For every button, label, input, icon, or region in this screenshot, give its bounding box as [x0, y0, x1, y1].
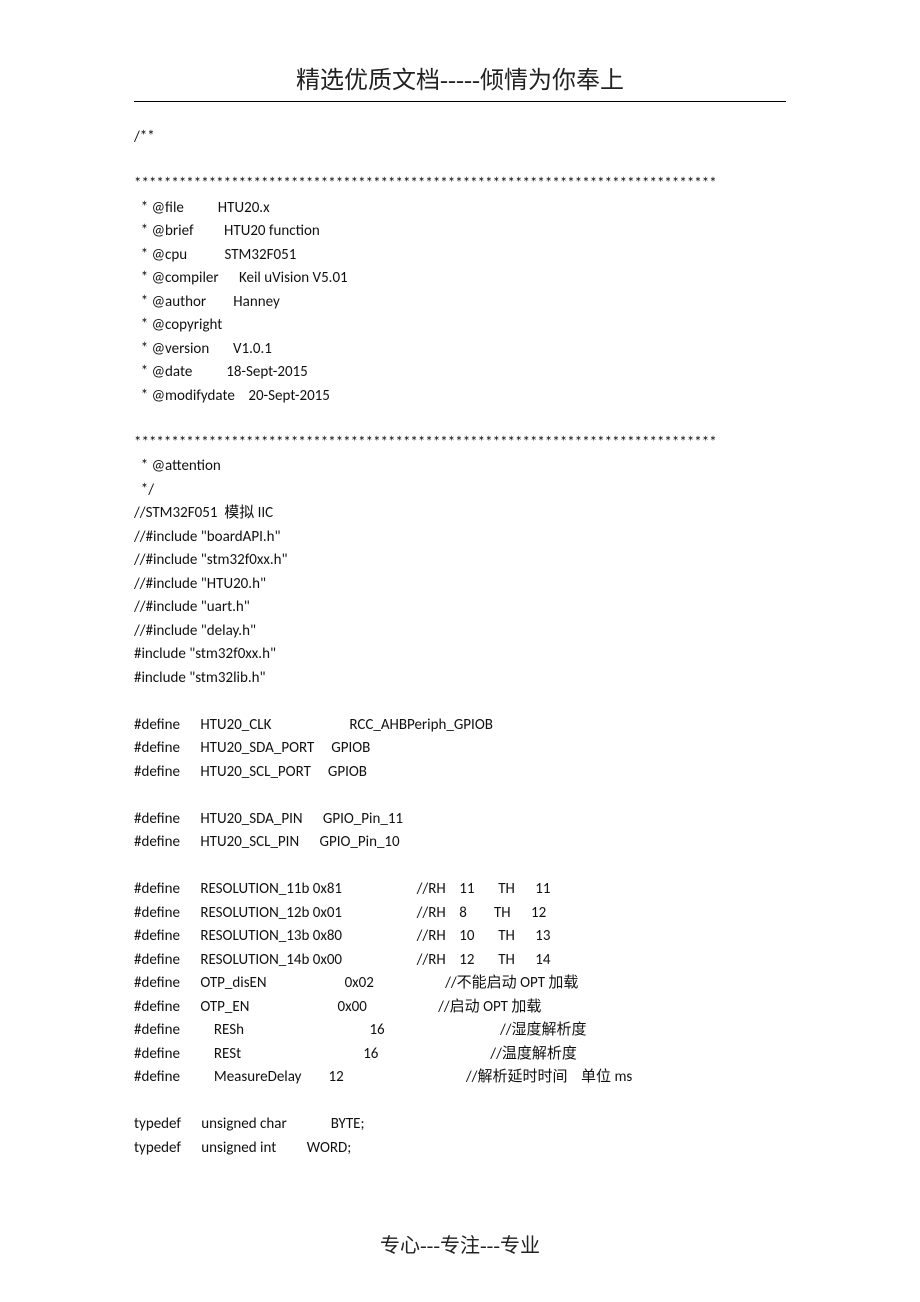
code-line: #define HTU20_SDA_PIN GPIO_Pin_11 — [134, 810, 403, 828]
code-line: #define RESOLUTION_12b 0x01 //RH 8 TH 12 — [134, 904, 546, 922]
code-line: * @attention — [134, 457, 221, 475]
code-line: //STM32F051 模拟 IIC — [134, 504, 273, 522]
code-line: ****************************************… — [134, 434, 717, 452]
code-line: * @date 18-Sept-2015 — [134, 363, 308, 381]
code-block: /** ************************************… — [134, 126, 786, 1160]
code-line: #define HTU20_CLK RCC_AHBPeriph_GPIOB — [134, 716, 493, 734]
code-frag-cjk: 加载 — [511, 999, 541, 1015]
code-line: #define MeasureDelay 12 //解析延时时间 单位 ms — [134, 1068, 632, 1086]
code-line: * @modifydate 20-Sept-2015 — [134, 387, 330, 405]
code-line: * @author Hanney — [134, 293, 280, 311]
code-frag: #define RESt 16 // — [134, 1045, 502, 1063]
code-line: * @file HTU20.x — [134, 199, 270, 217]
code-line: //#include "uart.h" — [134, 598, 250, 616]
code-frag-cjk: 不能启动 — [457, 975, 517, 991]
code-frag-cjk: 湿度解析度 — [512, 1022, 587, 1038]
code-line: #define HTU20_SCL_PORT GPIOB — [134, 763, 367, 781]
code-frag-cjk: 解析延时时间 — [477, 1069, 567, 1085]
code-line: #define RESOLUTION_14b 0x00 //RH 12 TH 1… — [134, 951, 550, 969]
code-line: //#include "HTU20.h" — [134, 575, 266, 593]
code-frag: OPT — [480, 998, 512, 1016]
code-frag: #define OTP_EN 0x00 // — [134, 998, 450, 1016]
code-line: * @brief HTU20 function — [134, 222, 320, 240]
code-line: * @copyright — [134, 316, 222, 334]
code-frag: IIC — [254, 504, 273, 522]
code-line: #define RESOLUTION_11b 0x81 //RH 11 TH 1… — [134, 880, 550, 898]
code-frag: #define MeasureDelay 12 // — [134, 1068, 477, 1086]
code-line: typedef unsigned char BYTE; — [134, 1115, 364, 1133]
code-line: typedef unsigned int WORD; — [134, 1139, 351, 1157]
code-line: #define OTP_disEN 0x02 //不能启动 OPT 加载 — [134, 974, 578, 992]
code-line: /** — [134, 128, 155, 146]
document-page: 精选优质文档-----倾情为你奉上 /** ******************… — [0, 0, 920, 1302]
code-line: #define RESOLUTION_13b 0x80 //RH 10 TH 1… — [134, 927, 550, 945]
header-rule — [134, 101, 786, 102]
code-frag-cjk: 加载 — [548, 975, 578, 991]
code-frag: ms — [611, 1068, 632, 1086]
code-line: * @compiler Keil uVision V5.01 — [134, 269, 348, 287]
code-line: * @version V1.0.1 — [134, 340, 272, 358]
code-line: #include "stm32lib.h" — [134, 669, 266, 687]
code-frag-cjk: 启动 — [450, 999, 480, 1015]
code-line: #include "stm32f0xx.h" — [134, 645, 276, 663]
page-footer: 专心---专注---专业 — [0, 1229, 920, 1258]
page-header-title: 精选优质文档-----倾情为你奉上 — [134, 60, 786, 101]
code-line: //#include "delay.h" — [134, 622, 256, 640]
code-frag-cjk: 模拟 — [224, 505, 254, 521]
code-frag-cjk: 单位 — [581, 1069, 611, 1085]
code-frag — [567, 1068, 581, 1086]
code-line: #define HTU20_SDA_PORT GPIOB — [134, 739, 370, 757]
code-line: //#include "stm32f0xx.h" — [134, 551, 288, 569]
code-line: * @cpu STM32F051 — [134, 246, 296, 264]
code-line: */ — [134, 481, 154, 499]
code-line: //#include "boardAPI.h" — [134, 528, 281, 546]
code-line: #define RESh 16 //湿度解析度 — [134, 1021, 587, 1039]
code-frag: #define OTP_disEN 0x02 // — [134, 974, 457, 992]
code-line: #define OTP_EN 0x00 //启动 OPT 加载 — [134, 998, 541, 1016]
code-line: #define RESt 16 //温度解析度 — [134, 1045, 577, 1063]
code-frag: //STM32F051 — [134, 504, 224, 522]
code-frag: OPT — [517, 974, 549, 992]
code-frag-cjk: 温度解析度 — [502, 1046, 577, 1062]
code-line: #define HTU20_SCL_PIN GPIO_Pin_10 — [134, 833, 400, 851]
code-frag: #define RESh 16 // — [134, 1021, 512, 1039]
code-line: ****************************************… — [134, 175, 717, 193]
